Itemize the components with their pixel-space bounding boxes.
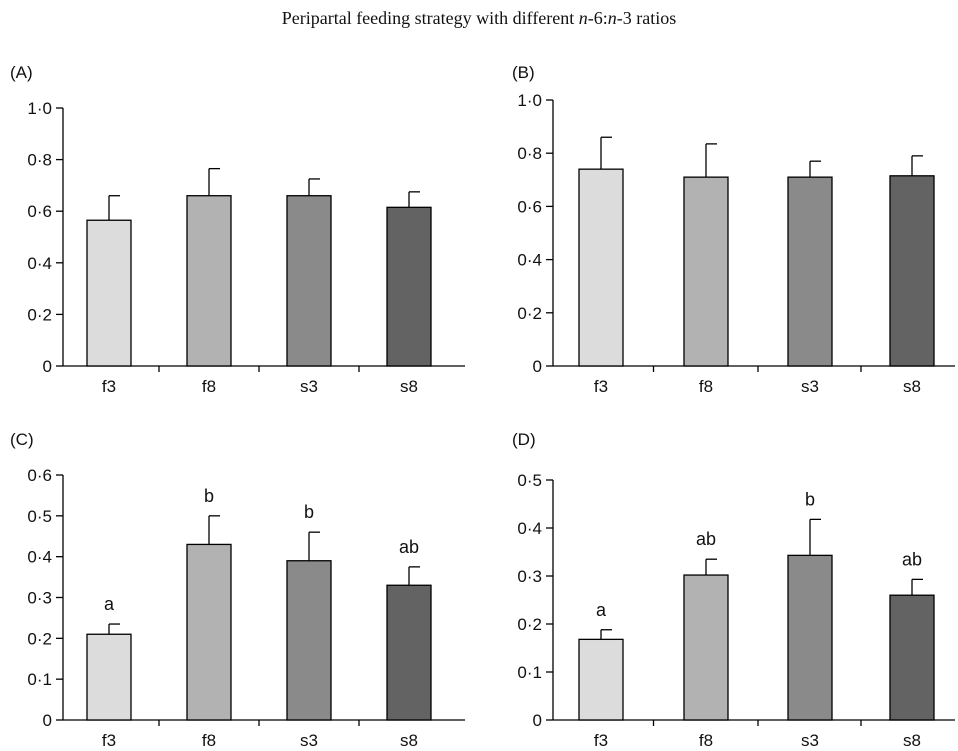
y-tick-label: 0·6 — [27, 202, 52, 221]
figure-title: Peripartal feeding strategy with differe… — [0, 8, 958, 29]
significance-label: b — [805, 489, 815, 509]
significance-label: a — [104, 594, 115, 614]
x-tick-label: s3 — [801, 377, 819, 396]
bar-s8 — [889, 175, 935, 367]
significance-label: ab — [902, 549, 922, 569]
title-suffix: -3 ratios — [616, 8, 677, 28]
bar-f3 — [578, 638, 624, 721]
x-tick-label: s3 — [300, 377, 318, 396]
x-tick-label: s8 — [400, 377, 418, 396]
y-tick-label: 0·8 — [27, 151, 52, 170]
y-tick-label: 1·0 — [27, 99, 52, 118]
y-tick-label: 0·4 — [517, 519, 542, 538]
chart-panel-4: (D) 0 0·1 0·2 0·3 0·4 0·5 a f3 ab f8 b s3 ab s8 — [512, 430, 955, 750]
y-tick-label: 0·2 — [517, 304, 542, 323]
y-tick-label: 0 — [43, 357, 52, 376]
bar-f8 — [683, 574, 729, 721]
y-tick-label: 0·2 — [27, 629, 52, 648]
x-tick-label: f8 — [202, 731, 216, 750]
significance-label: b — [304, 502, 314, 522]
y-tick-label: 0·4 — [27, 548, 52, 567]
chart-panel-3: (C) 0 0·1 0·2 0·3 0·4 0·5 0·6 a f3 b f8 b s3 ab s8 — [10, 430, 465, 750]
bar-s8 — [889, 594, 935, 721]
bar-s3 — [286, 560, 332, 721]
y-tick-label: 0·6 — [27, 466, 52, 485]
bar-s3 — [787, 554, 833, 721]
y-tick-label: 0 — [533, 711, 542, 730]
x-tick-label: f3 — [102, 731, 116, 750]
significance-label: ab — [696, 529, 716, 549]
y-tick-label: 0·3 — [27, 589, 52, 608]
y-tick-label: 0·6 — [517, 197, 542, 216]
chart-panel-2: (B) 0 0·2 0·4 0·6 0·8 1·0 f3 f8 s3 s8 — [512, 63, 955, 396]
y-tick-label: 0·5 — [517, 471, 542, 490]
x-tick-label: f8 — [699, 731, 713, 750]
x-tick-label: s3 — [300, 731, 318, 750]
x-tick-label: f3 — [102, 377, 116, 396]
x-tick-label: s8 — [400, 731, 418, 750]
bar-f8 — [683, 176, 729, 367]
bar-s3 — [286, 195, 332, 367]
y-tick-label: 0 — [43, 711, 52, 730]
y-tick-label: 0·2 — [517, 615, 542, 634]
x-tick-label: s8 — [903, 377, 921, 396]
significance-label: a — [596, 600, 607, 620]
y-tick-label: 0·1 — [517, 663, 542, 682]
y-tick-label: 1·0 — [517, 91, 542, 110]
panel-label: (D) — [512, 430, 536, 449]
bar-f8 — [186, 543, 232, 721]
x-tick-label: s8 — [903, 731, 921, 750]
panel-label: (B) — [512, 63, 535, 82]
title-prefix: Peripartal feeding strategy with differe… — [281, 8, 579, 28]
title-n-first: n — [578, 8, 588, 28]
x-tick-label: f3 — [594, 731, 608, 750]
x-tick-label: f3 — [594, 377, 608, 396]
significance-label: b — [204, 486, 214, 506]
title-n-second: n — [607, 8, 617, 28]
panel-label: (A) — [10, 63, 33, 82]
y-tick-label: 0 — [533, 357, 542, 376]
significance-label: ab — [399, 537, 419, 557]
bar-s8 — [386, 206, 432, 367]
chart-panel-1: (A) 0 0·2 0·4 0·6 0·8 1·0 f3 f8 s3 s8 — [10, 63, 465, 396]
y-tick-label: 0·2 — [27, 305, 52, 324]
bar-s8 — [386, 584, 432, 721]
x-tick-label: f8 — [202, 377, 216, 396]
bar-f3 — [578, 168, 624, 367]
title-mid: -6: — [587, 8, 608, 28]
bar-f3 — [86, 633, 132, 721]
y-tick-label: 0·5 — [27, 507, 52, 526]
bar-s3 — [787, 176, 833, 367]
x-tick-label: s3 — [801, 731, 819, 750]
y-tick-label: 0·4 — [27, 254, 52, 273]
y-tick-label: 0·8 — [517, 144, 542, 163]
y-tick-label: 0·4 — [517, 251, 542, 270]
y-tick-label: 0·1 — [27, 670, 52, 689]
panel-label: (C) — [10, 430, 34, 449]
bar-f3 — [86, 219, 132, 367]
x-tick-label: f8 — [699, 377, 713, 396]
bar-f8 — [186, 195, 232, 367]
y-tick-label: 0·3 — [517, 567, 542, 586]
